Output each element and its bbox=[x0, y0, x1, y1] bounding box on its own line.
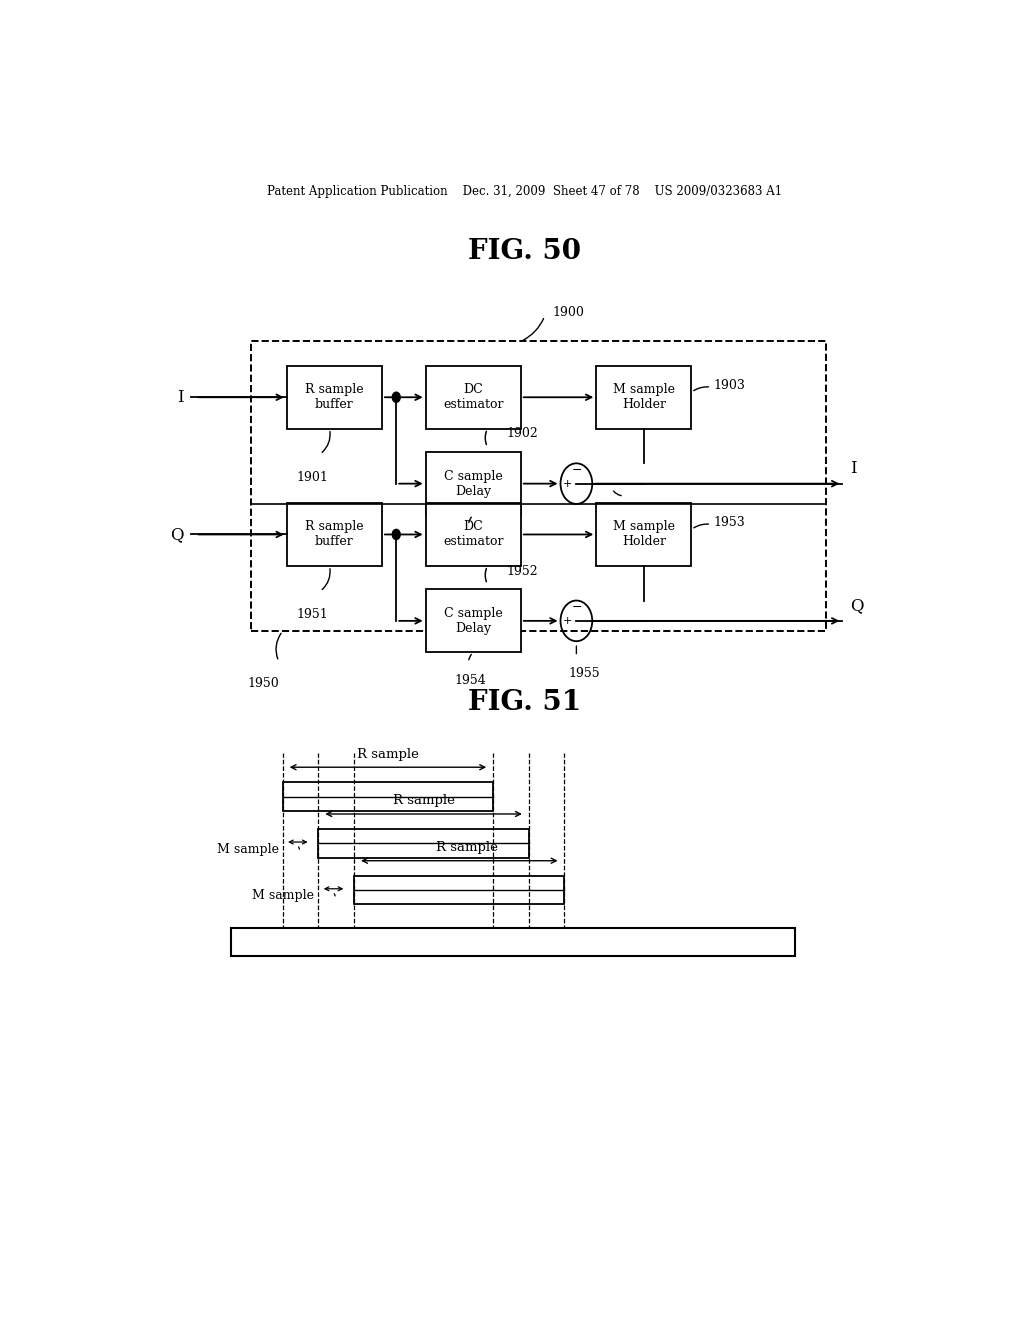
Text: M sample: M sample bbox=[253, 890, 314, 903]
FancyBboxPatch shape bbox=[287, 503, 382, 566]
Text: 1954: 1954 bbox=[455, 675, 486, 688]
Text: M sample
Holder: M sample Holder bbox=[612, 383, 675, 412]
FancyBboxPatch shape bbox=[426, 453, 521, 515]
Text: Q: Q bbox=[170, 525, 183, 543]
Text: 1905: 1905 bbox=[626, 508, 657, 520]
FancyBboxPatch shape bbox=[426, 366, 521, 429]
Circle shape bbox=[392, 529, 400, 540]
Text: +: + bbox=[563, 479, 572, 488]
FancyBboxPatch shape bbox=[283, 783, 494, 810]
Text: R sample: R sample bbox=[436, 841, 499, 854]
Text: R sample: R sample bbox=[357, 747, 419, 760]
Text: C sample
Delay: C sample Delay bbox=[443, 470, 503, 498]
Text: FIG. 51: FIG. 51 bbox=[468, 689, 582, 715]
FancyBboxPatch shape bbox=[596, 503, 691, 566]
FancyBboxPatch shape bbox=[287, 366, 382, 429]
Text: R sample: R sample bbox=[392, 795, 455, 808]
Text: 1902: 1902 bbox=[507, 428, 539, 441]
Text: 1950: 1950 bbox=[247, 677, 279, 690]
Text: DC
estimator: DC estimator bbox=[443, 520, 504, 549]
Text: I: I bbox=[850, 459, 857, 477]
FancyBboxPatch shape bbox=[426, 503, 521, 566]
Text: Q: Q bbox=[850, 597, 863, 614]
Text: 1900: 1900 bbox=[553, 306, 585, 319]
Text: 1951: 1951 bbox=[296, 609, 328, 622]
Text: R sample
buffer: R sample buffer bbox=[305, 520, 364, 549]
FancyBboxPatch shape bbox=[318, 829, 528, 858]
Text: FIG. 50: FIG. 50 bbox=[468, 239, 582, 265]
FancyBboxPatch shape bbox=[426, 589, 521, 652]
Text: 1952: 1952 bbox=[507, 565, 539, 578]
Text: 1904: 1904 bbox=[482, 535, 515, 546]
Text: 1955: 1955 bbox=[568, 667, 600, 680]
Text: +: + bbox=[563, 616, 572, 626]
Text: C sample
Delay: C sample Delay bbox=[443, 607, 503, 635]
Text: 1953: 1953 bbox=[714, 516, 745, 529]
Text: I: I bbox=[177, 389, 183, 405]
FancyBboxPatch shape bbox=[596, 366, 691, 429]
Text: −: − bbox=[572, 601, 583, 614]
Text: M sample: M sample bbox=[217, 842, 279, 855]
Text: 1901: 1901 bbox=[296, 471, 328, 484]
Text: 1903: 1903 bbox=[714, 379, 745, 392]
Circle shape bbox=[392, 392, 400, 403]
Text: DC
estimator: DC estimator bbox=[443, 383, 504, 412]
FancyBboxPatch shape bbox=[354, 876, 564, 904]
FancyBboxPatch shape bbox=[231, 928, 795, 956]
Text: Patent Application Publication    Dec. 31, 2009  Sheet 47 of 78    US 2009/03236: Patent Application Publication Dec. 31, … bbox=[267, 185, 782, 198]
Text: −: − bbox=[572, 463, 583, 477]
Text: M sample
Holder: M sample Holder bbox=[612, 520, 675, 549]
Text: R sample
buffer: R sample buffer bbox=[305, 383, 364, 412]
